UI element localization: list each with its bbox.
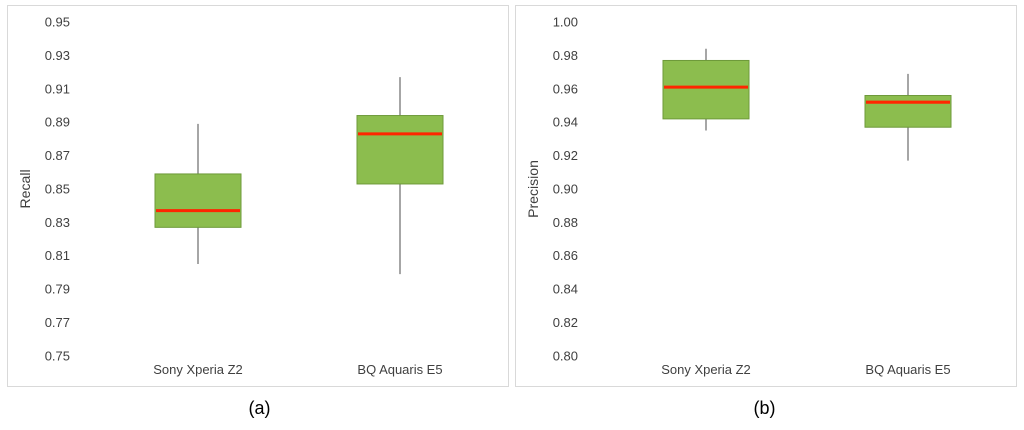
boxplot-group xyxy=(662,48,750,131)
y-tick-label: 1.00 xyxy=(553,15,578,30)
y-tick-label: 0.95 xyxy=(45,15,70,30)
charts-row: 0.95 0.93 0.91 0.89 0.87 0.85 0.83 0.81 0.79 0.77… xyxy=(7,5,1017,387)
iqr-box xyxy=(864,95,952,128)
y-tick-label: 0.79 xyxy=(45,282,70,297)
boxplot-group xyxy=(356,77,444,275)
caption-a: (a) xyxy=(248,398,271,418)
precision-chart-panel: 1.00 0.98 0.96 0.94 0.92 0.90 0.88 0.86 0.84 0.82… xyxy=(515,5,1017,387)
captions-row: (a) (b) xyxy=(7,387,1017,430)
y-tick-label: 0.89 xyxy=(45,115,70,130)
iqr-box xyxy=(154,173,242,228)
category-label: BQ Aquaris E5 xyxy=(865,362,950,377)
y-axis-title: Recall xyxy=(17,169,33,208)
boxplot-group xyxy=(864,73,952,161)
y-tick-label: 0.88 xyxy=(553,215,578,230)
caption-b: (b) xyxy=(753,398,776,418)
category-label: Sony Xperia Z2 xyxy=(661,362,750,377)
y-tick-label: 0.82 xyxy=(553,315,578,330)
precision-boxplot-chart: 1.00 0.98 0.96 0.94 0.92 0.90 0.88 0.86 0.84 0.82… xyxy=(525,15,952,377)
y-tick-label: 0.75 xyxy=(45,348,70,363)
y-tick-label: 0.96 xyxy=(553,81,578,96)
y-tick-label: 0.83 xyxy=(45,215,70,230)
iqr-box xyxy=(662,59,750,120)
y-tick-label: 0.81 xyxy=(45,248,70,263)
recall-chart-panel: 0.95 0.93 0.91 0.89 0.87 0.85 0.83 0.81 0.79 0.77… xyxy=(7,5,509,387)
y-tick-label: 0.98 xyxy=(553,48,578,63)
y-tick-label: 0.90 xyxy=(553,181,578,196)
y-tick-label: 0.94 xyxy=(553,115,578,130)
recall-boxplot-chart: 0.95 0.93 0.91 0.89 0.87 0.85 0.83 0.81 0.79 0.77… xyxy=(17,15,444,377)
y-tick-label: 0.85 xyxy=(45,181,70,196)
y-tick-label: 0.92 xyxy=(553,148,578,163)
y-tick-label: 0.93 xyxy=(45,48,70,63)
y-tick-label: 0.77 xyxy=(45,315,70,330)
y-tick-label: 0.80 xyxy=(553,348,578,363)
category-label: Sony Xperia Z2 xyxy=(153,362,242,377)
category-label: BQ Aquaris E5 xyxy=(357,362,442,377)
y-tick-label: 0.86 xyxy=(553,248,578,263)
y-tick-label: 0.91 xyxy=(45,81,70,96)
boxplot-group xyxy=(154,123,242,265)
y-tick-label: 0.87 xyxy=(45,148,70,163)
iqr-box xyxy=(356,115,444,185)
y-axis-title: Precision xyxy=(525,160,541,218)
y-tick-label: 0.84 xyxy=(553,282,578,297)
